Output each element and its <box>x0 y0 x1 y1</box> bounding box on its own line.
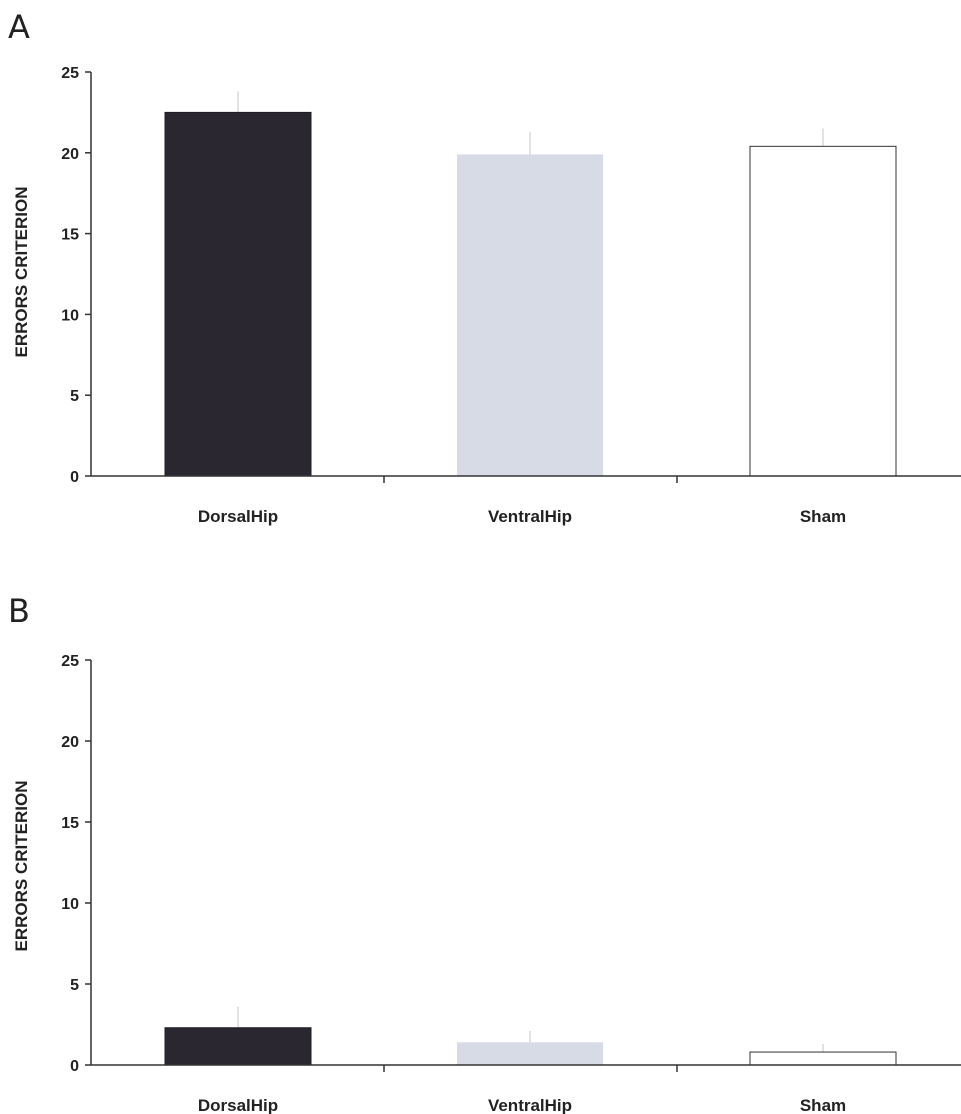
axes-panel-a: DorsalHip VentralHip Sham 0 5 10 15 20 25 <box>61 65 961 526</box>
y-tick-label-5: 5 <box>70 977 79 994</box>
y-tick-label-25: 25 <box>61 653 79 670</box>
bar-ventralhip <box>457 154 603 476</box>
x-tick-label-ventralhip: VentralHip <box>488 1096 572 1114</box>
y-tick-label-20: 20 <box>61 734 79 751</box>
y-tick-label-10: 10 <box>61 896 79 913</box>
y-tick-label-5: 5 <box>70 388 79 405</box>
x-tick-label-ventralhip: VentralHip <box>488 507 572 526</box>
y-axis-title-a: ERRORS CRITERION <box>12 187 31 358</box>
bar-ventralhip <box>457 1042 603 1065</box>
x-tick-label-sham: Sham <box>800 1096 846 1114</box>
bars-panel-a <box>164 91 897 477</box>
y-tick-label-0: 0 <box>70 1058 79 1075</box>
bar-dorsalhip <box>164 1027 312 1066</box>
y-tick-label-15: 15 <box>61 815 79 832</box>
bar-sham <box>749 145 897 477</box>
y-axis-title-b: ERRORS CRITERION <box>12 781 31 952</box>
bar-dorsalhip <box>164 111 312 477</box>
y-tick-label-0: 0 <box>70 469 79 486</box>
bar-sham <box>749 1051 897 1066</box>
y-tick-label-15: 15 <box>61 227 79 244</box>
axes-panel-b: DorsalHip VentralHip Sham 0 5 10 15 20 25 <box>61 653 961 1114</box>
y-tick-label-25: 25 <box>61 65 79 82</box>
x-tick-label-dorsalhip: DorsalHip <box>198 1096 278 1114</box>
bars-panel-b <box>164 1006 897 1066</box>
panel-letter-b: B <box>8 592 30 630</box>
y-tick-label-20: 20 <box>61 146 79 163</box>
y-tick-label-10: 10 <box>61 307 79 324</box>
x-tick-label-dorsalhip: DorsalHip <box>198 507 278 526</box>
x-tick-label-sham: Sham <box>800 507 846 526</box>
chart-panel-b: B ERRORS CRITERION DorsalHip VentralHip Sh… <box>8 592 961 1114</box>
chart-panel-a: A ERRORS CRITERION DorsalHip VentralHip Sh… <box>8 8 961 526</box>
panel-letter-a: A <box>8 8 30 46</box>
